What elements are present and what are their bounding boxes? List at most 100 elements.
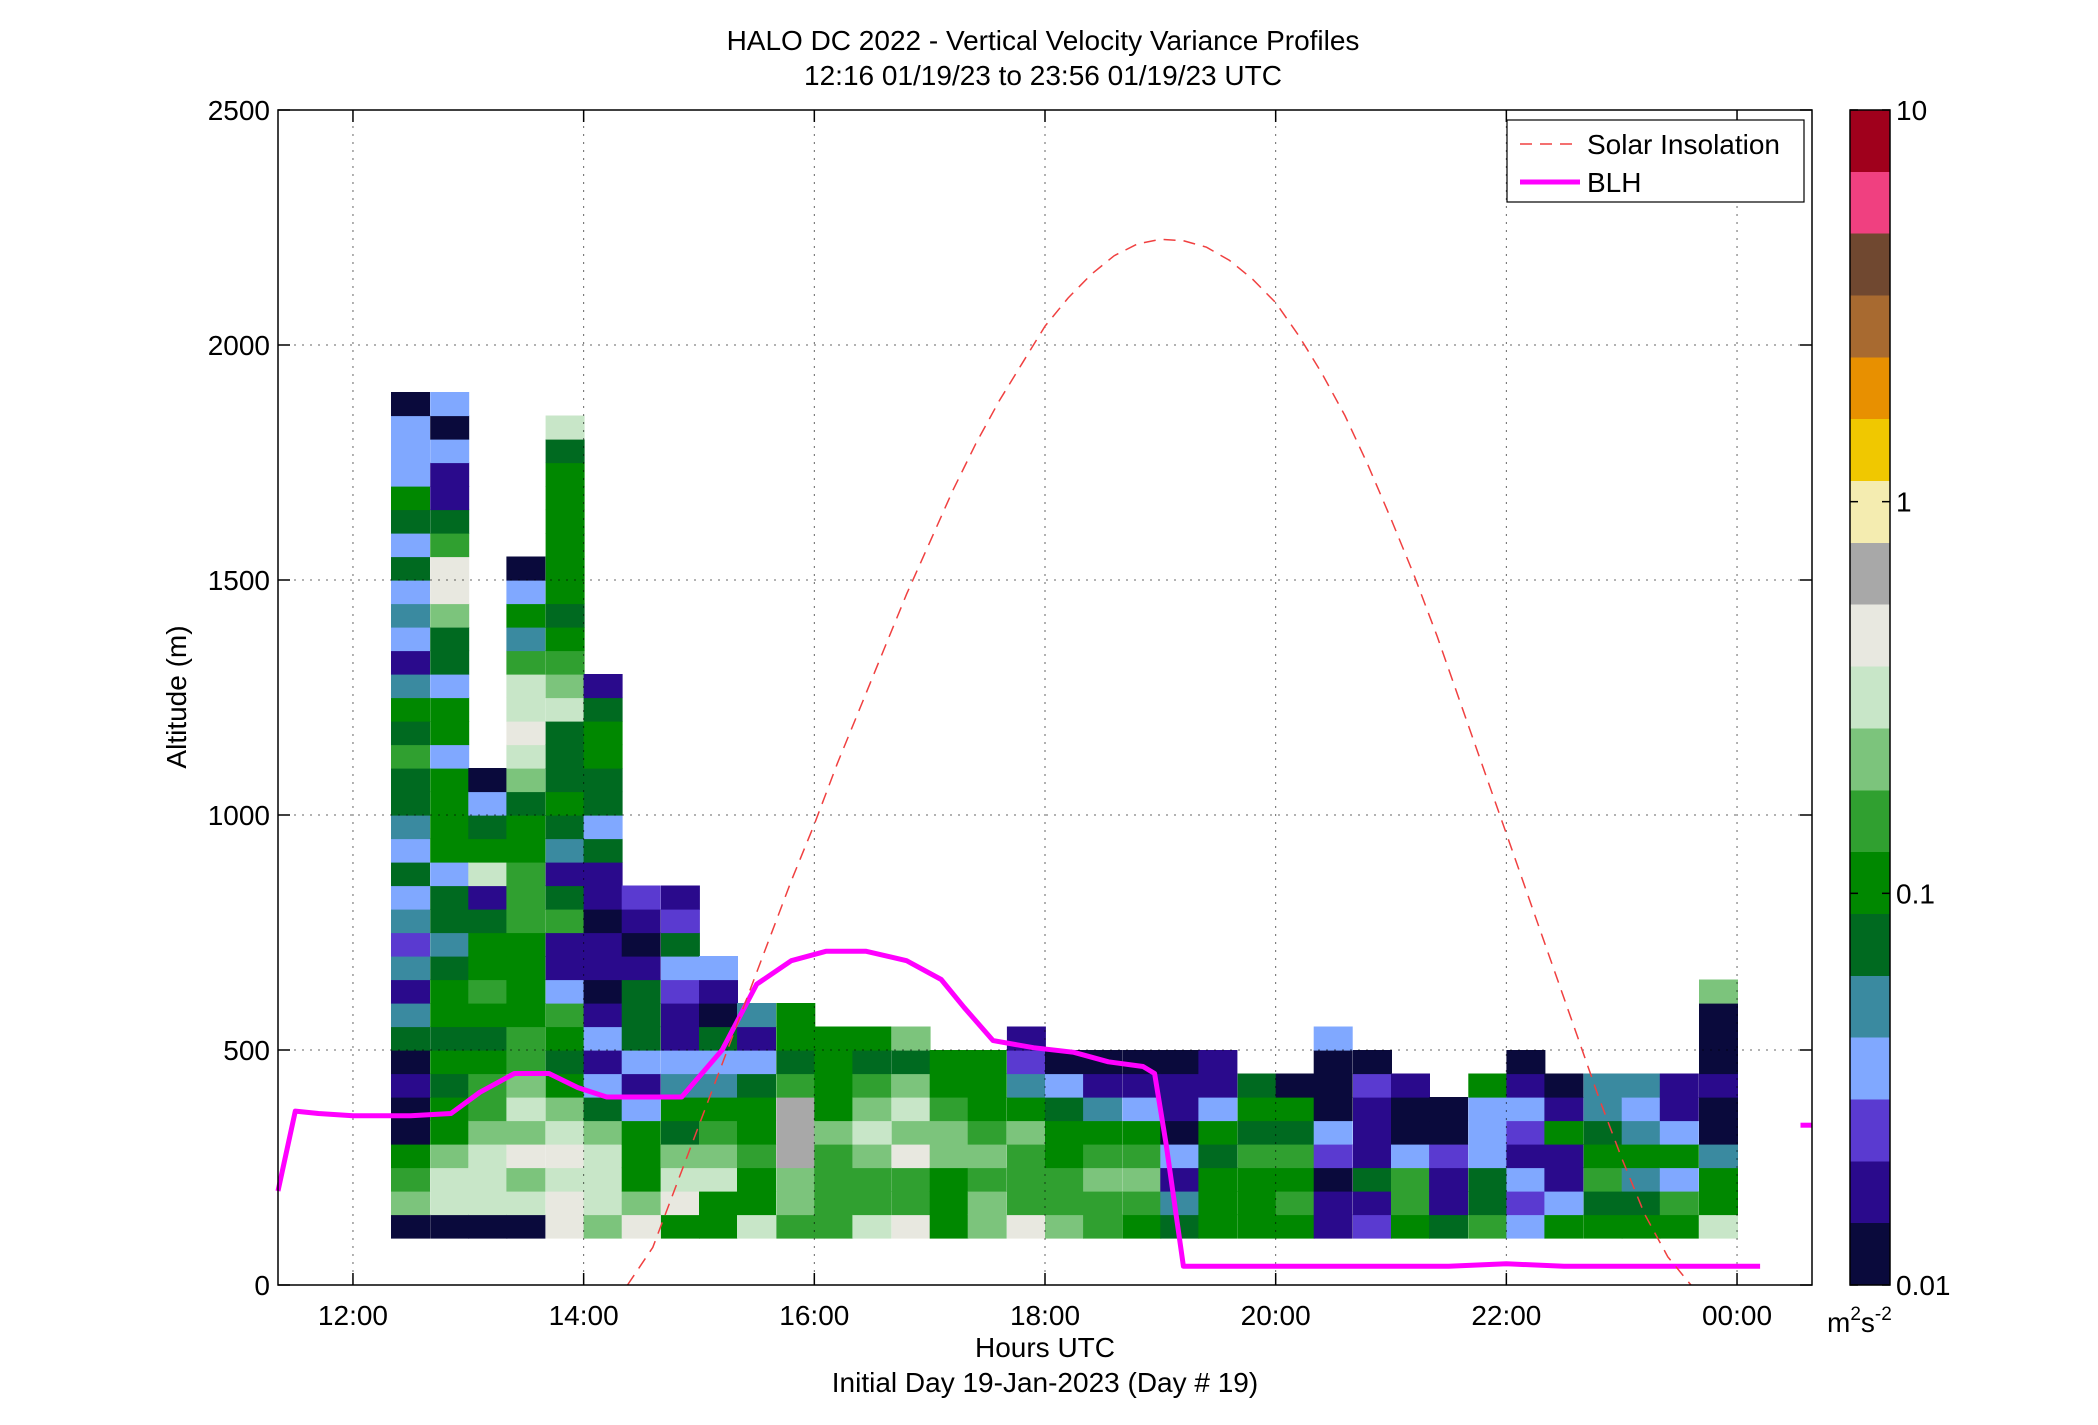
heatmap-cell [468,1214,508,1239]
heatmap-cell [621,979,661,1004]
colorbar [1849,109,1891,1286]
heatmap-cell [1506,1167,1546,1192]
heatmap-cell [1237,1120,1277,1145]
heatmap-cell [737,1191,776,1216]
heatmap-cell [430,768,470,793]
heatmap-cell [545,979,585,1004]
heatmap-cell [814,1097,854,1122]
heatmap-cell [545,1144,585,1169]
heatmap-cell [391,1050,430,1075]
heatmap-cell [1160,1167,1200,1192]
heatmap-cell [1583,1214,1623,1239]
heatmap-cell [621,1003,661,1028]
heatmap-cell [545,721,585,746]
heatmap-cell [391,533,430,558]
heatmap-cell [1429,1167,1469,1192]
heatmap-cell [1198,1191,1238,1216]
heatmap-cell [1659,1167,1699,1192]
blh-line [275,948,1761,1269]
heatmap-cell [583,674,623,699]
heatmap-cell [468,1097,508,1122]
heatmap-cell [506,674,546,699]
legend-blh-label: BLH [1587,167,1641,198]
heatmap-cell [545,462,585,487]
heatmap-cell [545,1097,585,1122]
heatmap-cell [967,1144,1007,1169]
heatmap-cell [468,1120,508,1145]
heatmap-cell [1506,1050,1546,1075]
heatmap-cell [468,1144,508,1169]
x-axis-ticks: 12:00 14:00 16:00 18:00 20:00 22:00 00:00 [318,110,1772,1331]
heatmap-cell [430,1050,470,1075]
heatmap-cell [391,768,430,793]
heatmap-cell [430,1073,470,1098]
heatmap-cell [1313,1214,1353,1239]
heatmap-cell [506,627,546,652]
heatmap-cell [583,979,623,1004]
heatmap-cell [545,697,585,722]
heatmap-cell [1313,1120,1353,1145]
heatmap-cell [660,1167,700,1192]
heatmap-cell [506,956,546,981]
heatmap-cell [737,1167,776,1192]
heatmap-cell [430,1167,470,1192]
heatmap-cell [1237,1191,1277,1216]
heatmap-cell [1583,1073,1623,1098]
heatmap-cell [1544,1167,1584,1192]
heatmap-cell [430,932,470,957]
heatmap-cell [506,791,546,816]
heatmap-cell [506,650,546,675]
heatmap-cell [583,1167,623,1192]
heatmap-cell [468,1167,508,1192]
heatmap-cell [737,1026,776,1051]
heatmap-cell [391,486,430,511]
heatmap-cell [430,697,470,722]
heatmap-cell [391,1026,430,1051]
heatmap-cell [1699,1003,1738,1028]
heatmap-cell [1313,1167,1353,1192]
heatmap-cell [1198,1050,1238,1075]
heatmap-cell [430,956,470,981]
heatmap-cell [814,1050,854,1075]
heatmap-cell [852,1120,892,1145]
heatmap-cell [1429,1214,1469,1239]
colorbar-ticks: 0.01 0.1 1 10 [1850,95,1951,1301]
heatmap-cell [1429,1097,1469,1122]
heatmap-cell [1275,1097,1315,1122]
x-tick-label: 12:00 [318,1300,388,1331]
heatmap-cell [391,392,430,417]
heatmap-cell [1391,1214,1430,1239]
heatmap-cell [1083,1167,1123,1192]
heatmap-cell [852,1097,892,1122]
heatmap-cell [1006,1191,1046,1216]
heatmap-cell [583,838,623,863]
heatmap-cell [1045,1191,1084,1216]
heatmap-cell [852,1144,892,1169]
heatmap-cell [1544,1214,1584,1239]
heatmap-cell [660,1191,700,1216]
heatmap-cell [545,1050,585,1075]
heatmap-cell [1468,1097,1508,1122]
heatmap-cell [391,979,430,1004]
heatmap-cell [1506,1097,1546,1122]
heatmap-cell [1237,1214,1277,1239]
heatmap-cell [1621,1073,1661,1098]
heatmap-cell [1659,1097,1699,1122]
heatmap-cell [545,486,585,511]
heatmap-cell [1083,1214,1123,1239]
heatmap-cell [776,1050,816,1075]
colorbar-tick-label: 0.01 [1896,1270,1951,1301]
heatmap-cell [1353,1073,1392,1098]
heatmap-cell [506,909,546,934]
heatmap-cell [468,1191,508,1216]
heatmap-cell [545,791,585,816]
heatmap-cell [583,744,623,769]
heatmap-cell [699,1120,738,1145]
heatmap-cell [1083,1191,1123,1216]
heatmap-cell [583,909,623,934]
heatmap-cell [430,650,470,675]
heatmap-cell [1275,1167,1315,1192]
heatmap-cell [852,1167,892,1192]
heatmap-cell [430,462,470,487]
